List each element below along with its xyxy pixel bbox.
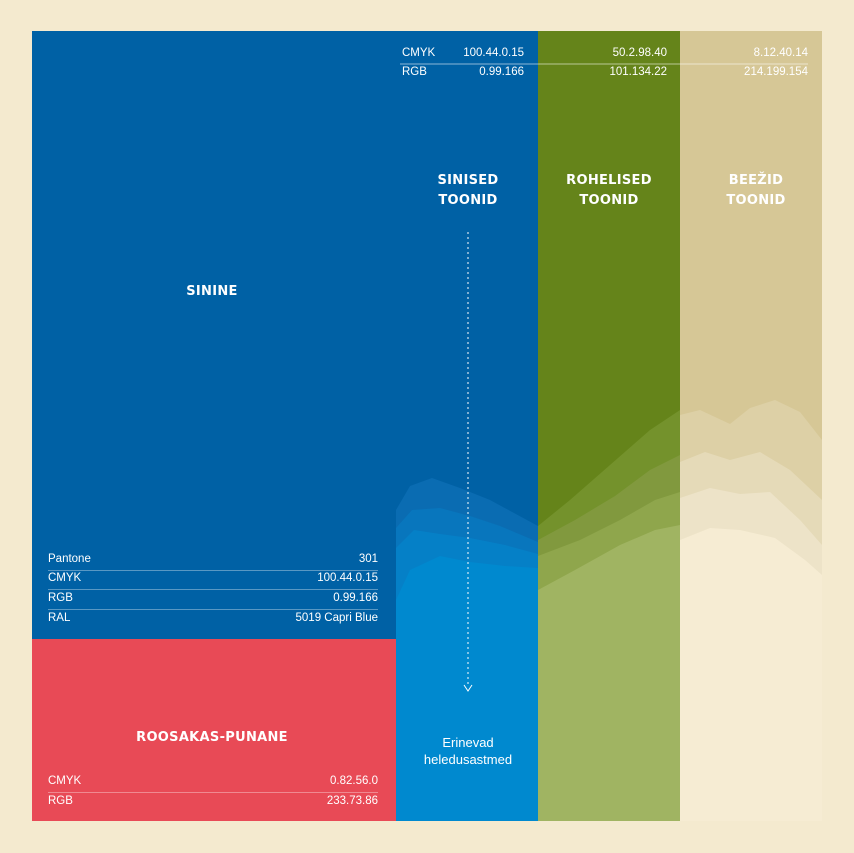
green-tones-title: ROHELISED TOONID (566, 173, 652, 208)
top-spec-label: RGB (402, 66, 427, 78)
blue-rgb-value: 0.99.166 (479, 66, 524, 78)
roosakas-punane-block (32, 639, 396, 821)
top-spec-row-cmyk: CMYK 100.44.0.15 50.2.98.40 8.12.40.14 (400, 45, 810, 64)
beige-tones-title: BEEŽID TOONID (726, 173, 786, 208)
top-spec-label: CMYK (402, 47, 436, 59)
roosakas-spec-rgb: RGB 233.73.86 (48, 795, 378, 807)
blue-tones-title: SINISED TOONID (437, 173, 499, 208)
green-cmyk-value: 50.2.98.40 (612, 47, 667, 59)
blue-cmyk-value: 100.44.0.15 (463, 47, 524, 59)
lightness-arrow-head (463, 684, 473, 692)
sinine-spec-ral: RAL 5019 Capri Blue (48, 612, 378, 624)
roosakas-punane-title: ROOSAKAS-PUNANE (136, 730, 288, 745)
sinine-spec-pantone: Pantone 301 (48, 551, 378, 571)
beige-rgb-value: 214.199.154 (744, 66, 808, 78)
green-tone-band-4 (538, 525, 680, 821)
sinine-spec-cmyk: CMYK 100.44.0.15 (48, 570, 378, 590)
blue-tone-band-4 (396, 556, 538, 821)
top-spec-row-rgb: RGB 0.99.166 101.134.22 214.199.154 (400, 64, 810, 83)
roosakas-spec-cmyk: CMYK 0.82.56.0 (48, 773, 378, 793)
beige-cmyk-value: 8.12.40.14 (753, 47, 808, 59)
sinine-title: SININE (186, 284, 238, 299)
green-rgb-value: 101.134.22 (609, 66, 667, 78)
sinine-spec-rgb: RGB 0.99.166 (48, 590, 378, 610)
lightness-note: Erinevad heledusastmed (423, 735, 513, 767)
beige-tone-band-4 (680, 528, 822, 821)
